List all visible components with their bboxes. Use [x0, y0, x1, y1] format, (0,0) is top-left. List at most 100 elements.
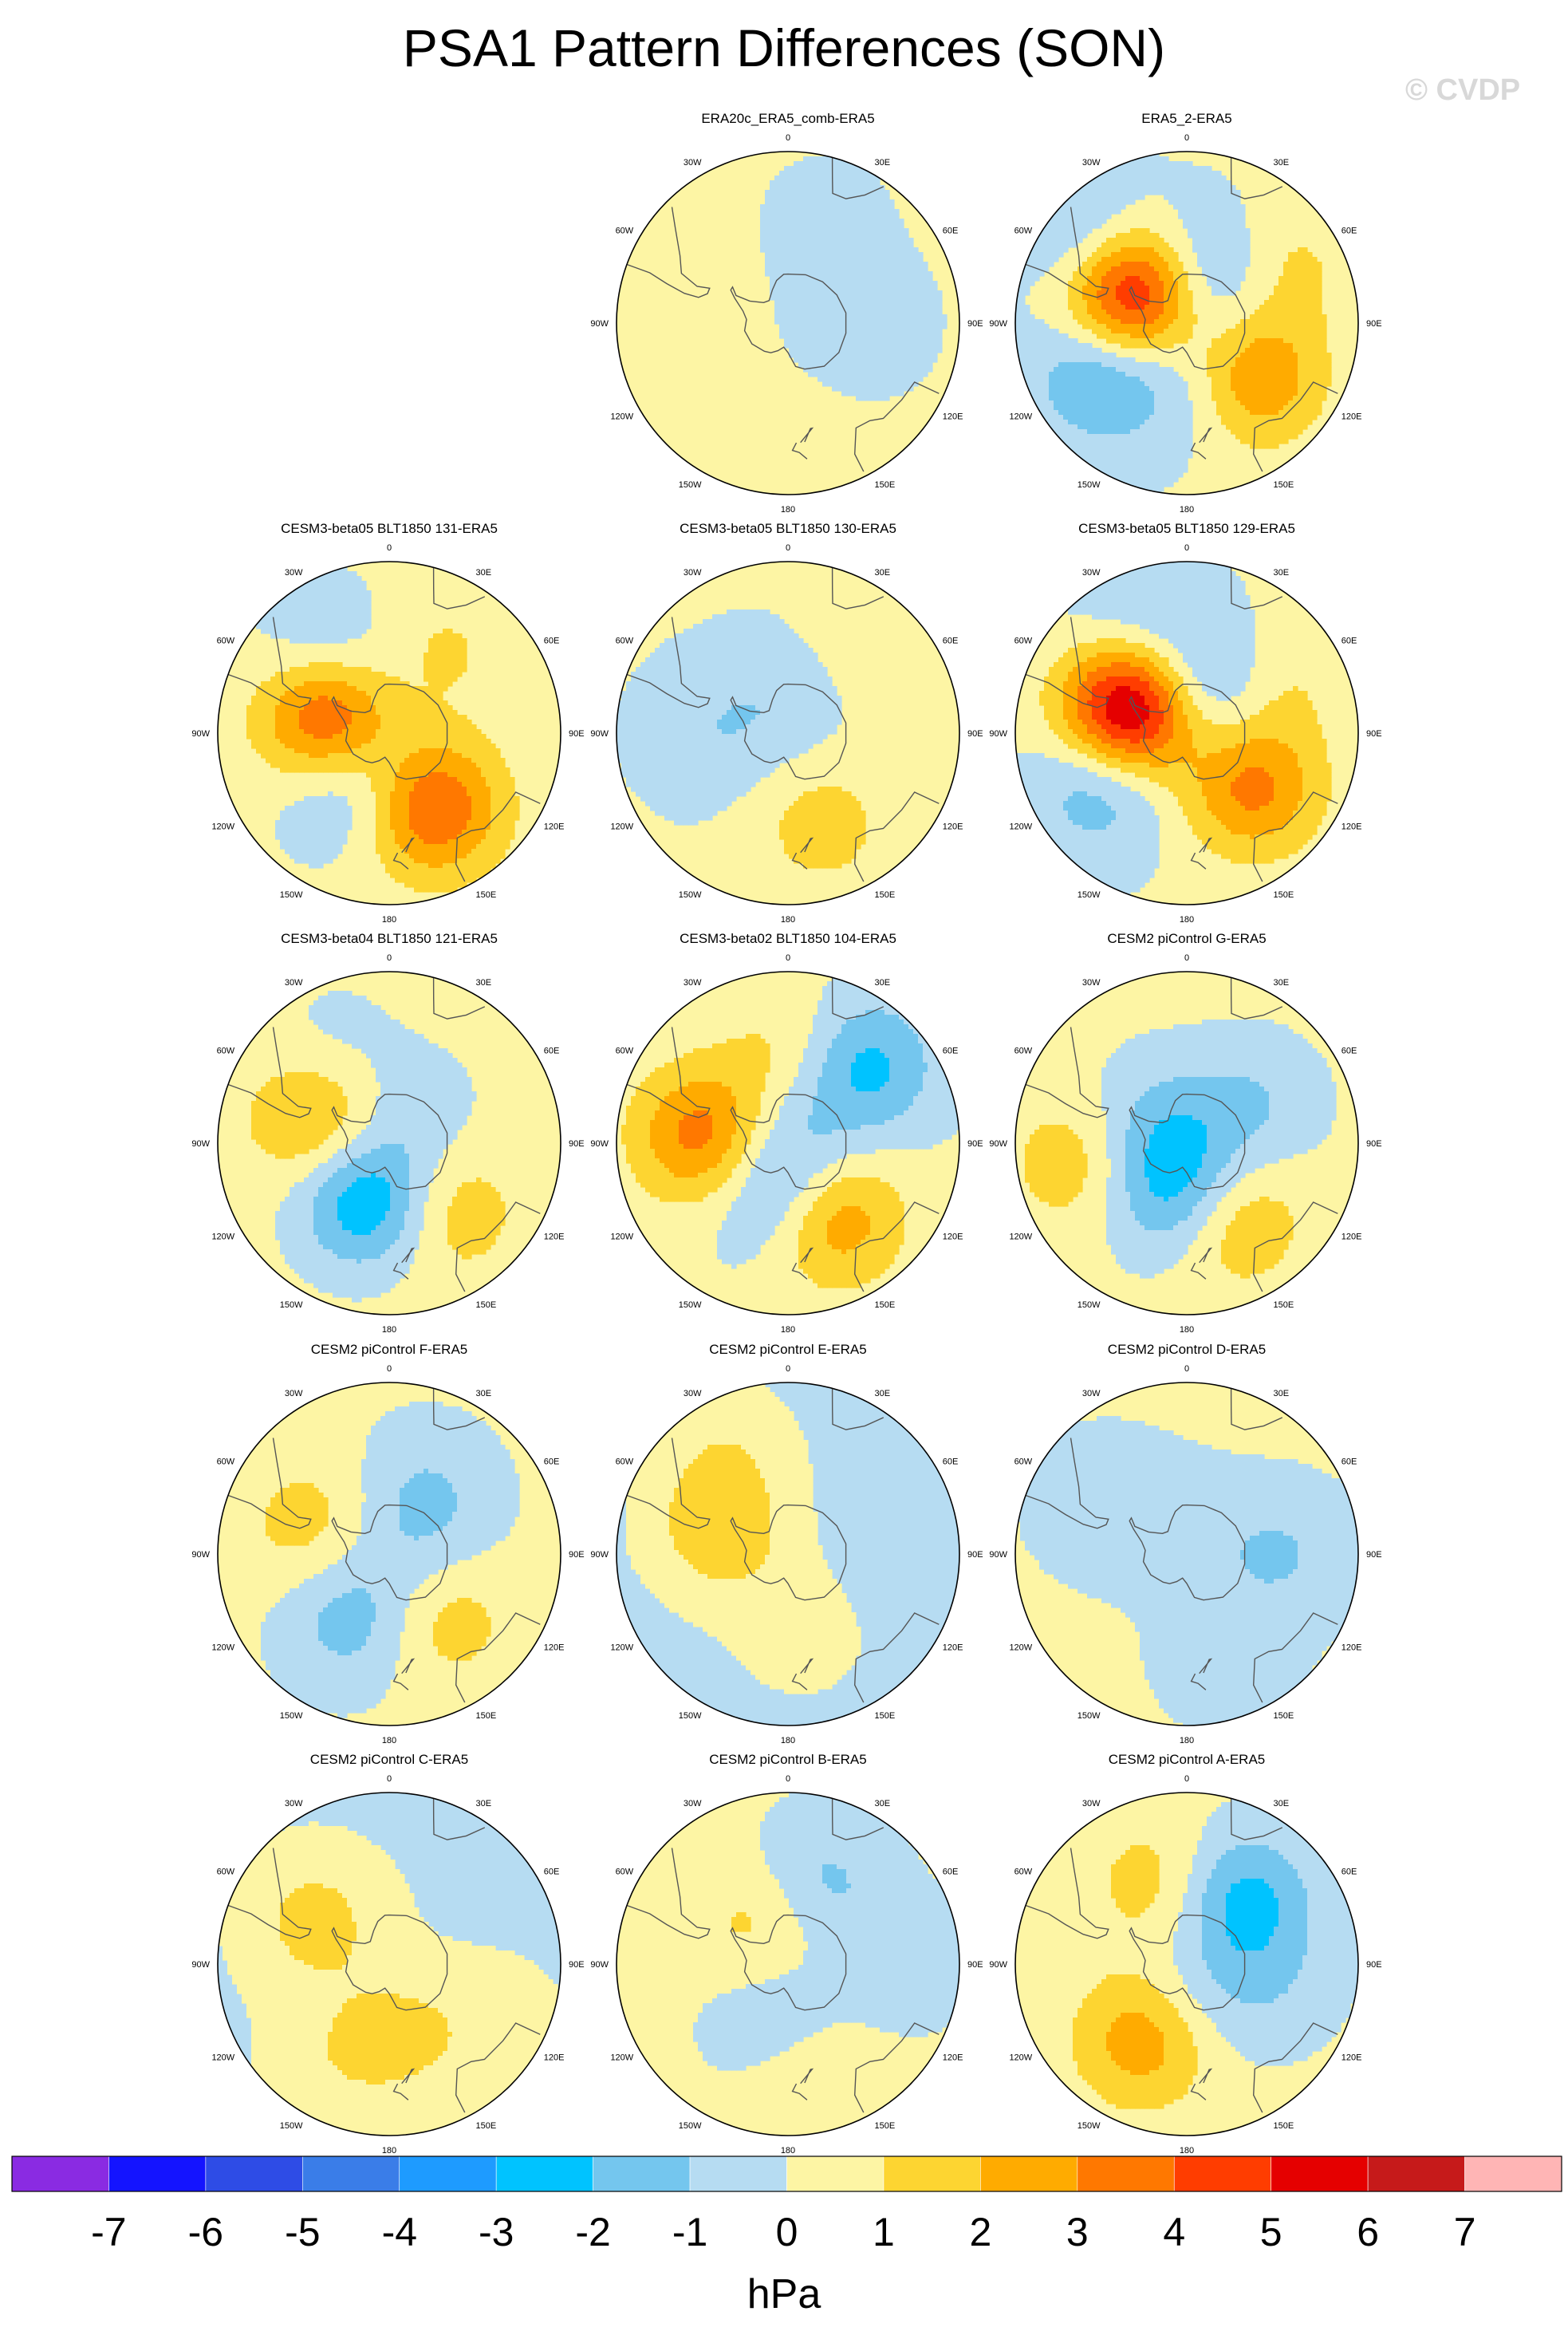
lon-label: 30E [1274, 1799, 1290, 1808]
lon-label: 90W [191, 1139, 210, 1149]
lon-label: 90W [989, 1960, 1007, 1970]
lon-label: 90E [967, 1550, 983, 1560]
lon-label: 150E [875, 2121, 896, 2131]
lon-label: 120E [544, 1233, 565, 1242]
lon-label: 150W [280, 1300, 303, 1310]
lon-label: 0 [387, 543, 392, 553]
lon-label: 60W [616, 227, 634, 236]
lon-label: 120E [1341, 412, 1362, 422]
lon-label: 90E [967, 1960, 983, 1970]
lon-label: 120E [1341, 2053, 1362, 2063]
lon-label: 60W [616, 1047, 634, 1056]
lon-label: 90W [590, 319, 609, 329]
colorbar-tick-label: 1 [873, 2210, 895, 2254]
lon-label: 150E [875, 1711, 896, 1721]
lon-label: 30W [1082, 158, 1101, 168]
coastlines [1025, 567, 1338, 882]
colorbar-box [399, 2156, 497, 2192]
lon-label: 60W [1014, 1047, 1033, 1056]
lon-label: 90E [1366, 319, 1382, 329]
coastlines [626, 1798, 940, 2113]
lon-label: 150W [280, 2121, 303, 2131]
lon-label: 90W [989, 729, 1007, 739]
colorbar-box [883, 2156, 981, 2192]
lon-label: 60E [544, 1868, 560, 1877]
colorbar-tick-label: 6 [1357, 2210, 1379, 2254]
lon-label: 90W [191, 1960, 210, 1970]
lon-label: 120W [211, 2053, 234, 2063]
lon-label: 90W [989, 319, 1007, 329]
lon-label: 120W [610, 2053, 633, 2063]
lon-label: 0 [1184, 543, 1189, 553]
coastlines [1025, 977, 1338, 1292]
lon-label: 150E [476, 890, 497, 900]
lon-label: 60E [943, 1457, 959, 1467]
lon-label: 180 [1180, 1325, 1194, 1335]
lon-label: 30E [476, 1389, 492, 1398]
panel-title: CESM2 piControl D-ERA5 [1108, 1342, 1266, 1357]
lon-label: 30E [476, 978, 492, 988]
colorbar-box [593, 2156, 691, 2192]
lon-label: 30E [875, 1799, 891, 1808]
lon-label: 0 [387, 1364, 392, 1374]
lon-label: 0 [1184, 953, 1189, 963]
lon-label: 60E [544, 1457, 560, 1467]
lon-label: 90W [590, 1139, 609, 1149]
lon-label: 120W [211, 1233, 234, 1242]
lon-label: 120W [1009, 822, 1032, 832]
map-border [217, 561, 561, 905]
lon-label: 90E [1366, 1139, 1382, 1149]
map-border [217, 1792, 561, 2136]
lon-label: 60E [943, 1868, 959, 1877]
coastlines [626, 977, 940, 1292]
lon-label: 90W [191, 1550, 210, 1560]
map-panel: CESM3-beta02 BLT1850 104-ERA5 0 30E 60E 90E 1… [590, 931, 983, 1335]
lon-label: 60W [217, 1868, 235, 1877]
lon-label: 0 [1184, 1364, 1189, 1374]
map-panel: CESM3-beta04 BLT1850 121-ERA5 0 30E 60E 90E 1… [191, 931, 584, 1335]
lon-label: 90E [569, 729, 585, 739]
map-panel: CESM2 piControl D-ERA5 0 30E 60E 90E 120E 150E… [989, 1342, 1381, 1745]
colorbar-tick-label: 0 [776, 2210, 798, 2254]
map-border [217, 1382, 561, 1726]
colorbar-tick-label: -3 [479, 2210, 514, 2254]
lon-label: 0 [786, 1774, 790, 1784]
lon-label: 180 [781, 1736, 795, 1745]
map-border [616, 561, 960, 905]
colorbar-tick-label: 4 [1163, 2210, 1185, 2254]
lon-label: 60W [1014, 1457, 1033, 1467]
panel-title: CESM3-beta05 BLT1850 131-ERA5 [281, 521, 498, 536]
lon-label: 90W [590, 1960, 609, 1970]
lon-label: 60E [1341, 227, 1357, 236]
lon-label: 150W [679, 1711, 702, 1721]
map-panel: CESM2 piControl C-ERA5 0 30E 60E 90E 120E 150E… [191, 1752, 584, 2156]
panel-title: CESM3-beta05 BLT1850 130-ERA5 [680, 521, 896, 536]
panel-title: CESM2 piControl B-ERA5 [709, 1752, 866, 1767]
lon-label: 90E [967, 1139, 983, 1149]
colorbar-box [108, 2156, 207, 2192]
colorbar-box [1464, 2156, 1562, 2192]
lon-label: 30E [875, 568, 891, 578]
lon-label: 30W [1082, 1389, 1101, 1398]
lon-label: 120W [1009, 412, 1032, 422]
lon-label: 0 [387, 953, 392, 963]
colorbar-box [205, 2156, 303, 2192]
colorbar-tick-label: 7 [1454, 2210, 1476, 2254]
lon-label: 30W [684, 1799, 702, 1808]
lon-label: 90W [590, 729, 609, 739]
coastlines [1025, 1798, 1338, 2113]
lon-label: 60W [217, 1047, 235, 1056]
lon-label: 120E [943, 1233, 963, 1242]
lon-label: 90E [569, 1960, 585, 1970]
lon-label: 60E [943, 1047, 959, 1056]
map-border [616, 1792, 960, 2136]
lon-label: 90W [191, 729, 210, 739]
lon-label: 30E [476, 568, 492, 578]
lon-label: 120W [211, 1643, 234, 1653]
lon-label: 150W [679, 2121, 702, 2131]
lon-label: 150E [1274, 2121, 1294, 2131]
colorbar-tick-label: 5 [1260, 2210, 1282, 2254]
panel-title: CESM3-beta04 BLT1850 121-ERA5 [281, 931, 498, 946]
panel-title: ERA5_2-ERA5 [1141, 111, 1231, 126]
coastlines [227, 977, 541, 1292]
